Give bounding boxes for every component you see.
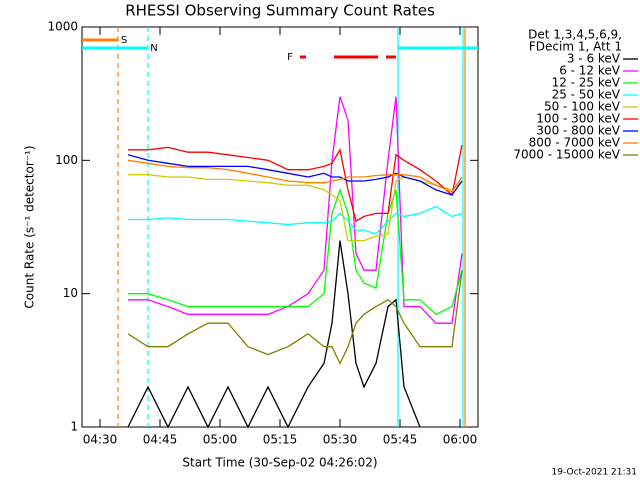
series-line — [127, 154, 463, 196]
footer: 19-Oct-2021 21:31 — [552, 468, 637, 478]
chart-title: RHESSI Observing Summary Count Rates — [125, 2, 435, 20]
y-tick-label: 100 — [55, 153, 78, 167]
legend-label: 6 - 12 keV — [559, 64, 621, 78]
flag-label: S — [121, 35, 127, 46]
series-line — [128, 187, 463, 316]
legend-header: FDecim 1, Att 1 — [529, 40, 622, 54]
x-tick-label: 05:15 — [263, 433, 298, 447]
series-line — [128, 174, 463, 242]
legend-label: 25 - 50 keV — [552, 88, 621, 102]
y-tick-label: 1 — [70, 420, 78, 434]
legend-label: 300 - 800 keV — [536, 124, 620, 138]
series-line — [127, 159, 463, 193]
legend-label: 100 - 300 keV — [536, 112, 620, 126]
x-tick-label: 04:45 — [143, 433, 178, 447]
x-tick-label: 05:00 — [203, 433, 238, 447]
y-tick-label: 1000 — [47, 20, 78, 34]
y-axis-label: Count Rate (s⁻¹ detector⁻¹) — [23, 145, 37, 308]
series-line — [127, 240, 421, 429]
plot-frame — [81, 26, 479, 428]
y-tick-label: 10 — [63, 286, 78, 300]
x-axis-label: Start Time (30-Sep-02 04:26:02) — [182, 456, 377, 470]
legend-label: 12 - 25 keV — [552, 76, 621, 90]
legend-label: 3 - 6 keV — [567, 52, 621, 66]
series-line — [128, 205, 463, 235]
legend-label: 800 - 7000 keV — [529, 136, 621, 150]
x-tick-label: 05:45 — [383, 433, 418, 447]
x-tick-label: 05:30 — [323, 433, 358, 447]
legend-header: Det 1,3,4,5,6,9, — [528, 28, 622, 42]
series-line — [128, 96, 463, 324]
series-line — [127, 270, 463, 365]
series-line — [128, 144, 463, 223]
flag-label: N — [150, 43, 157, 54]
x-tick-label: 04:30 — [83, 433, 118, 447]
legend-label: 7000 - 15000 keV — [513, 148, 620, 162]
legend-label: 50 - 100 keV — [544, 100, 621, 114]
x-tick-label: 06:00 — [443, 433, 478, 447]
flag-label: F — [287, 52, 293, 63]
